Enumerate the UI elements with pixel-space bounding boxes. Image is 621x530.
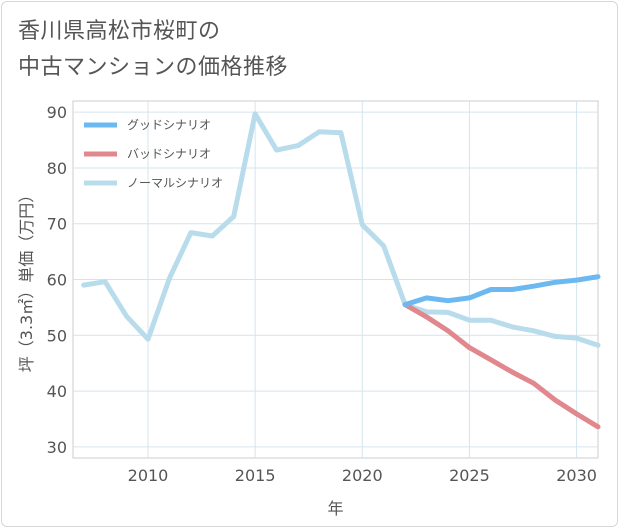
y-tick-label: 70	[47, 215, 67, 234]
series-line	[81, 111, 601, 348]
x-tick-label: 2015	[235, 466, 276, 485]
legend-label: グッドシナリオ	[127, 118, 211, 132]
x-axis-label: 年	[327, 499, 343, 518]
y-axis-label: 坪（3.3㎡）単価（万円）	[17, 187, 36, 372]
x-tick-label: 2030	[556, 466, 597, 485]
legend-label: ノーマルシナリオ	[127, 176, 223, 190]
series-line	[402, 302, 601, 430]
x-tick-label: 2025	[449, 466, 490, 485]
x-tick-label: 2010	[128, 466, 169, 485]
series-line	[402, 274, 601, 308]
page-title: 香川県高松市桜町の 中古マンションの価格推移	[18, 19, 289, 80]
y-tick-label: 30	[47, 438, 67, 457]
y-tick-label: 80	[47, 159, 67, 178]
y-tick-label: 60	[47, 271, 67, 290]
y-tick-label: 40	[47, 382, 67, 401]
x-tick-label: 2020	[342, 466, 383, 485]
y-tick-label: 90	[47, 103, 67, 122]
y-tick-label: 50	[47, 326, 67, 345]
legend-label: バッドシナリオ	[127, 147, 211, 161]
